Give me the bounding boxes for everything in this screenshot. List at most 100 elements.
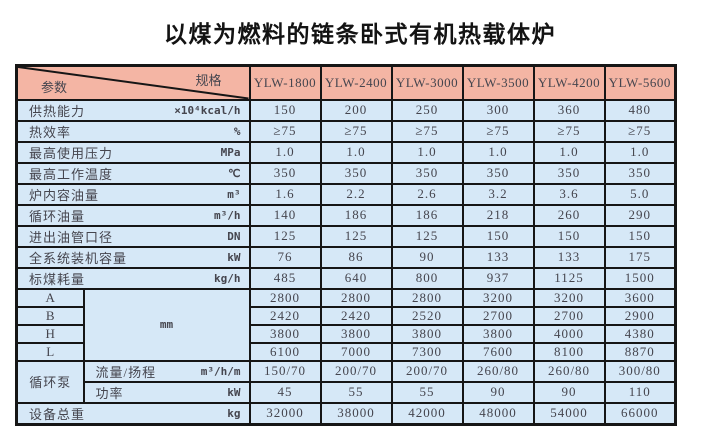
param-cell: 最高使用压力 MPa (15, 140, 251, 164)
dimension-row: H 3800 3800 3800 3800 4000 4380 (15, 323, 677, 344)
param-cell: 流量/扬程 m³/h/m (82, 359, 251, 383)
model-header: YLW-3000 (390, 64, 464, 101)
value-cell: 150/70 (248, 359, 322, 383)
value-cell: 110 (603, 380, 677, 404)
param-label: 设备总重 (29, 406, 86, 422)
spec-row: 炉内容油量 m³ 1.6 2.2 2.6 3.2 3.6 5.0 (15, 182, 677, 206)
dimension-letter: B (15, 305, 85, 326)
value-cell: 55 (390, 380, 464, 404)
value-cell: 2800 (390, 287, 464, 308)
param-unit: kg/h (214, 271, 241, 285)
param-unit: kW (227, 385, 241, 399)
spec-row: 全系统装机容量 kW 76 86 90 133 133 175 (15, 245, 677, 269)
param-cell-content: 进出油管口径 DN (19, 228, 248, 245)
value-cell: 5.0 (603, 182, 677, 206)
param-label: 标煤耗量 (29, 271, 86, 287)
value-cell: ≥75 (603, 119, 677, 143)
value-cell: ≥75 (532, 119, 606, 143)
param-cell: 最高工作温度 ℃ (15, 161, 251, 185)
value-cell: 38000 (319, 401, 393, 425)
spec-row: 热效率% ≥75 ≥75 ≥75 ≥75 ≥75 ≥75 (15, 119, 677, 143)
value-cell: 1.0 (603, 140, 677, 164)
value-cell: 3600 (603, 287, 677, 308)
param-label: 炉内容油量 (29, 187, 100, 203)
value-cell: 1.0 (390, 140, 464, 164)
value-cell: 3800 (390, 323, 464, 344)
value-cell: 186 (390, 203, 464, 227)
value-cell: 150 (248, 98, 322, 122)
value-cell: 480 (603, 98, 677, 122)
spec-row: 供热能力 ×10⁴kcal/h 150 200 250 300 360 480 (15, 98, 677, 122)
value-cell: 175 (603, 245, 677, 269)
param-cell-content: 供热能力 ×10⁴kcal/h (19, 102, 248, 119)
value-cell: 7000 (319, 341, 393, 362)
param-cell: 热效率% (15, 119, 251, 143)
value-cell: ≥75 (319, 119, 393, 143)
pump-row: 功率 kW 45 55 55 90 90 110 (17, 380, 677, 404)
param-unit: m³/h (214, 208, 241, 222)
value-cell: 140 (248, 203, 322, 227)
param-cell-content: 功率 kW (86, 384, 248, 401)
param-cell-content: 设备总重 kg (19, 404, 248, 422)
param-cell-content: 循环油量 m³/h (19, 207, 248, 224)
diagonal-divider-icon (18, 67, 249, 99)
value-cell: 54000 (532, 401, 606, 425)
value-cell: 55 (319, 380, 393, 404)
param-unit: ℃ (228, 166, 241, 180)
param-cell-content: 热效率% (19, 123, 248, 140)
value-cell: 186 (319, 203, 393, 227)
param-cell-content: 炉内容油量 m³ (19, 186, 248, 203)
value-cell: 1.0 (248, 140, 322, 164)
param-unit: m³/h/m (200, 364, 241, 378)
value-cell: ≥75 (390, 119, 464, 143)
value-cell: 1125 (532, 266, 606, 290)
value-cell: 125 (248, 224, 322, 248)
param-cell: 循环油量 m³/h (15, 203, 251, 227)
param-label: 全系统装机容量 (29, 250, 128, 266)
value-cell: 48000 (461, 401, 535, 425)
param-cell-content: 全系统装机容量 kW (19, 249, 248, 266)
value-cell: 76 (248, 245, 322, 269)
value-cell: 260/80 (532, 359, 606, 383)
value-cell: 3.6 (532, 182, 606, 206)
value-cell: 8100 (532, 341, 606, 362)
value-cell: 260/80 (461, 359, 535, 383)
param-cell: 设备总重 kg (15, 401, 251, 425)
value-cell: 200 (319, 98, 393, 122)
value-cell: 3800 (248, 323, 322, 344)
value-cell: 1.6 (248, 182, 322, 206)
page-title: 以煤为燃料的链条卧式有机热载体炉 (164, 21, 556, 47)
model-header: YLW-5600 (603, 64, 677, 101)
value-cell: 4380 (603, 323, 677, 344)
value-cell: 8870 (603, 341, 677, 362)
value-cell: 218 (461, 203, 535, 227)
param-unit: DN (227, 229, 241, 243)
value-cell: 350 (319, 161, 393, 185)
value-cell: 133 (461, 245, 535, 269)
param-unit: ×10⁴kcal/h (174, 103, 241, 117)
value-cell: 3200 (532, 287, 606, 308)
table-corner-cell: 规格 参数 (15, 64, 251, 101)
value-cell: 350 (532, 161, 606, 185)
value-cell: 485 (248, 266, 322, 290)
param-cell-content: 标煤耗量 kg/h (19, 270, 248, 287)
param-cell: 炉内容油量 m³ (15, 182, 251, 206)
value-cell: 32000 (248, 401, 322, 425)
value-cell: 150 (532, 224, 606, 248)
param-cell: 供热能力 ×10⁴kcal/h (15, 98, 251, 122)
value-cell: 200/70 (319, 359, 393, 383)
param-cell-content: 流量/扬程 m³/h/m (86, 363, 248, 380)
model-header: YLW-4200 (532, 64, 606, 101)
value-cell: 2420 (319, 305, 393, 326)
param-label: 最高工作温度 (29, 166, 114, 182)
param-cell: 功率 kW (82, 380, 251, 404)
model-header: YLW-1800 (248, 64, 322, 101)
value-cell: 150 (461, 224, 535, 248)
value-cell: 2.2 (319, 182, 393, 206)
value-cell: 350 (461, 161, 535, 185)
dimension-letter: H (15, 323, 85, 344)
value-cell: 1500 (603, 266, 677, 290)
value-cell: 3200 (461, 287, 535, 308)
param-label: 进出油管口径 (29, 229, 114, 245)
